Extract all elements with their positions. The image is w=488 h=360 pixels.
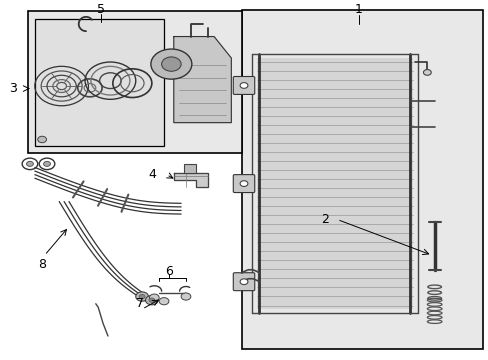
Text: 5: 5 [97,3,104,16]
Text: 8: 8 [38,258,46,271]
Polygon shape [173,173,207,187]
Circle shape [240,181,247,186]
Circle shape [240,82,247,88]
Circle shape [423,69,430,75]
Bar [256,58,412,309]
FancyBboxPatch shape [233,273,254,291]
Circle shape [145,296,158,305]
Circle shape [139,294,145,299]
FancyBboxPatch shape [233,77,254,94]
Circle shape [149,294,159,301]
Circle shape [161,57,181,71]
Text: 6: 6 [164,265,172,278]
Bar [27,12,242,153]
Bar [242,10,483,348]
Text: 2: 2 [320,213,328,226]
Circle shape [151,49,191,79]
Circle shape [43,161,50,166]
Text: 7: 7 [135,297,143,310]
Bar [35,19,163,146]
Circle shape [181,293,190,300]
Circle shape [159,298,168,305]
Circle shape [149,298,155,302]
Circle shape [38,136,46,143]
Circle shape [240,279,247,284]
FancyBboxPatch shape [233,175,254,193]
Text: 4: 4 [147,168,156,181]
Text: 3: 3 [9,82,17,95]
Bar [183,164,195,173]
Circle shape [26,161,33,166]
Text: 1: 1 [354,3,362,16]
Polygon shape [173,37,231,123]
Circle shape [136,292,148,301]
